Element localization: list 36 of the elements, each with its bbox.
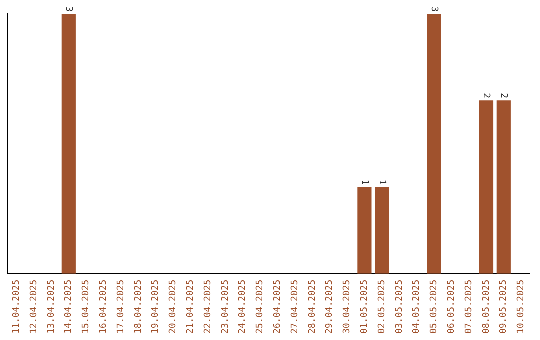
x-tick-label: 27.04.2025 — [290, 280, 300, 334]
x-tick-label: 20.04.2025 — [168, 280, 179, 334]
x-tick-label: 15.04.2025 — [82, 280, 92, 334]
x-tick-label: 16.04.2025 — [99, 280, 110, 334]
x-tick-label: 22.04.2025 — [203, 280, 214, 334]
x-tick-label: 05.05.2025 — [430, 280, 440, 334]
x-tick-label: 01.05.2025 — [360, 280, 370, 334]
x-tick-label: 11.04.2025 — [12, 280, 22, 334]
x-tick-label: 04.05.2025 — [412, 280, 422, 334]
x-tick-label: 28.04.2025 — [308, 280, 318, 334]
data-label: 3 — [428, 6, 439, 12]
x-tick-label: 29.04.2025 — [325, 280, 336, 334]
x-tick-label: 26.04.2025 — [273, 280, 284, 334]
data-label: 2 — [481, 93, 492, 99]
x-tick-label: 08.05.2025 — [482, 280, 492, 334]
x-tick-label: 14.04.2025 — [64, 280, 74, 334]
data-label: 2 — [498, 93, 509, 99]
x-tick-label: 10.05.2025 — [516, 280, 527, 334]
x-tick-label: 25.04.2025 — [256, 280, 266, 334]
x-tick-label: 06.05.2025 — [447, 280, 458, 334]
x-tick-label: 21.04.2025 — [186, 280, 196, 334]
x-tick-label: 07.05.2025 — [464, 280, 474, 334]
data-label: 3 — [64, 6, 74, 12]
x-tick-label: 17.04.2025 — [116, 280, 126, 334]
x-tick-label: 18.04.2025 — [134, 280, 144, 334]
x-tick-label: 02.05.2025 — [377, 280, 388, 334]
x-tick-label: 13.04.2025 — [46, 280, 57, 334]
data-label: 1 — [359, 180, 370, 186]
x-tick-label: 03.05.2025 — [394, 280, 405, 334]
x-tick-label: 23.04.2025 — [220, 280, 231, 334]
x-tick-label: 30.04.2025 — [342, 280, 353, 334]
x-tick-label: 19.04.2025 — [151, 280, 162, 334]
x-tick-label: 24.04.2025 — [238, 280, 248, 334]
x-tick-label: 09.05.2025 — [499, 280, 510, 334]
x-tick-label: 12.04.2025 — [29, 280, 40, 334]
data-label: 1 — [376, 180, 387, 186]
